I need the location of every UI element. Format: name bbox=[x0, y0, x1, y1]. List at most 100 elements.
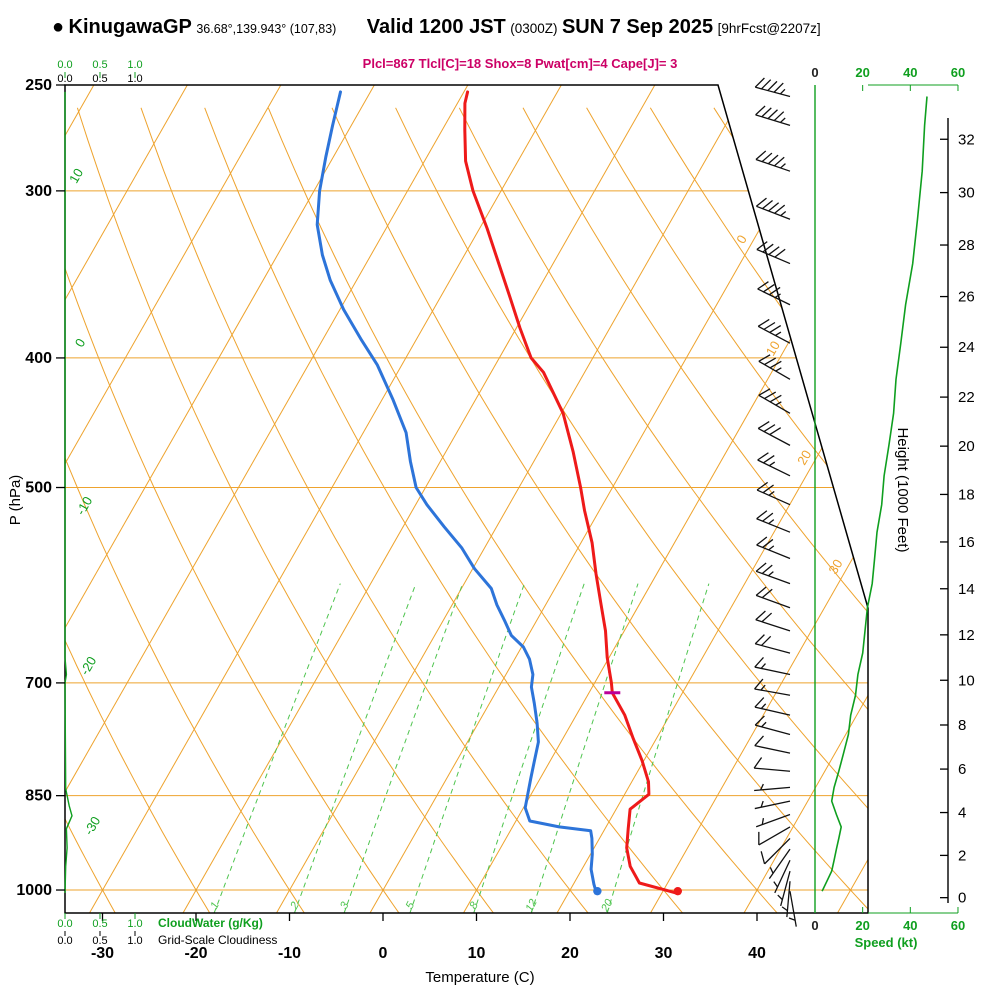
dry-adiabat-line bbox=[267, 107, 778, 913]
wind-barb-full bbox=[773, 111, 785, 122]
temperature-curve bbox=[463, 90, 678, 895]
wind-barb-half bbox=[780, 163, 786, 169]
wind-barb-staff bbox=[756, 518, 791, 533]
height-tick-label: 14 bbox=[958, 581, 975, 598]
wind-barb-staff bbox=[756, 489, 791, 506]
wind-barb-staff bbox=[755, 813, 791, 828]
wind-barb-full bbox=[761, 79, 772, 90]
wind-barb bbox=[758, 354, 791, 380]
wind-barb-half bbox=[761, 818, 765, 825]
height-tick-label: 8 bbox=[958, 717, 966, 734]
temperature-tick-label: 0 bbox=[379, 945, 388, 962]
wind-barb bbox=[773, 859, 791, 894]
wind-barb-full bbox=[755, 562, 767, 572]
speed-tick-label-bottom: 60 bbox=[951, 918, 965, 933]
wind-barb-full bbox=[761, 612, 773, 623]
wind-barb-full bbox=[754, 678, 764, 690]
wind-barb-full bbox=[761, 107, 772, 118]
height-tick-label: 12 bbox=[958, 627, 975, 644]
wind-barb-half bbox=[777, 894, 783, 901]
height-tick-label: 22 bbox=[958, 389, 975, 406]
dry-adiabat-line bbox=[76, 107, 494, 913]
wind-barb-staff bbox=[757, 459, 791, 477]
wind-barb bbox=[754, 656, 791, 676]
wind-barb-half bbox=[779, 117, 786, 123]
wind-barb-full bbox=[756, 536, 768, 546]
dry-adiabat-line bbox=[395, 107, 868, 913]
isotherm-line bbox=[556, 85, 868, 913]
mixing-ratio-line bbox=[473, 583, 585, 913]
dry-adiabat-line bbox=[65, 107, 305, 913]
wind-barb-full bbox=[754, 656, 764, 668]
wind-barb-full bbox=[763, 284, 775, 293]
wind-barb bbox=[768, 848, 791, 879]
cloudwater-tick-label-bottom: 0.0 bbox=[57, 918, 72, 930]
wind-barb-full bbox=[755, 197, 767, 207]
pressure-axis-caption: P (hPa) bbox=[7, 475, 24, 526]
mixing-ratio-line bbox=[606, 583, 710, 913]
wind-barb bbox=[757, 421, 791, 446]
isotherm-line bbox=[89, 85, 562, 913]
valid-time-utc: (0300Z) bbox=[510, 21, 558, 36]
wind-barb-staff bbox=[754, 786, 791, 792]
wind-barb-full bbox=[761, 152, 773, 163]
pressure-tick-label: 300 bbox=[25, 183, 52, 200]
cloudwater-tick-label-top: 1.0 bbox=[127, 59, 142, 71]
station-marker-icon: ● bbox=[52, 16, 65, 38]
wind-barb-staff bbox=[755, 86, 791, 98]
wind-barb-half bbox=[779, 88, 786, 95]
wind-barb-staff bbox=[754, 767, 791, 772]
wind-barb bbox=[753, 757, 791, 772]
wind-barb bbox=[781, 881, 791, 918]
wind-barb bbox=[754, 735, 791, 754]
wind-barb-half bbox=[760, 703, 767, 709]
speed-tick-label-top: 20 bbox=[855, 65, 869, 80]
height-tick-label: 10 bbox=[958, 672, 975, 689]
wind-barb-staff bbox=[768, 848, 791, 879]
wind-barb bbox=[755, 150, 791, 172]
wind-barb bbox=[756, 536, 791, 560]
wind-barb-full bbox=[768, 286, 781, 296]
wind-barb-staff bbox=[774, 859, 791, 894]
mixing-ratio-label: 8 bbox=[467, 899, 481, 911]
speed-axis-caption: Speed (kt) bbox=[855, 935, 918, 950]
height-tick-label: 0 bbox=[958, 890, 966, 907]
wind-barb-full bbox=[757, 281, 769, 290]
height-tick-label: 16 bbox=[958, 534, 975, 551]
wind-barb bbox=[754, 697, 791, 716]
chart-title: ● KinugawaGP 36.68°,139.943° (107,83) Va… bbox=[52, 16, 982, 39]
speed-tick-label-bottom: 20 bbox=[855, 918, 869, 933]
isotherm-line bbox=[276, 85, 749, 913]
wind-barb-staff bbox=[755, 570, 791, 585]
cloudwater-tick-label-top: 0.0 bbox=[57, 59, 72, 71]
wind-barb-full bbox=[758, 354, 771, 362]
wind-barb-full bbox=[767, 109, 778, 120]
wind-barb bbox=[758, 826, 791, 846]
cloudwater-caption: CloudWater (g/Kg) bbox=[158, 916, 263, 930]
isotherm-line bbox=[650, 85, 868, 913]
wind-barb-full bbox=[764, 357, 777, 366]
pressure-axis: 250 300 400 500 700 850 1000 P (hPa) bbox=[7, 77, 65, 899]
dry-adiabat-line bbox=[840, 107, 868, 913]
temperature-tick-label: 30 bbox=[655, 945, 673, 962]
wind-barb-half bbox=[775, 331, 782, 337]
wind-barb-full bbox=[754, 735, 764, 747]
wind-barb-half bbox=[775, 401, 782, 406]
wind-barb-half bbox=[768, 490, 775, 496]
temperature-axis: -30 -20 -10 0 10 20 30 40 Temperature (C) bbox=[91, 913, 766, 986]
wind-barb-full bbox=[755, 610, 766, 621]
wind-barb-half bbox=[774, 293, 781, 299]
wind-barb bbox=[754, 715, 791, 736]
valid-date: SUN 7 Sep 2025 bbox=[561, 16, 714, 38]
height-tick-label: 4 bbox=[958, 805, 966, 822]
cloudwater-tick-label-bottom: 1.0 bbox=[127, 918, 142, 930]
wind-barb bbox=[756, 510, 791, 533]
wind-barb-full bbox=[762, 512, 774, 522]
wind-barb-full bbox=[755, 150, 767, 160]
wind-barb-staff bbox=[786, 881, 791, 918]
temperature-tick-label: -20 bbox=[184, 945, 207, 962]
wind-barb-half bbox=[773, 881, 779, 888]
